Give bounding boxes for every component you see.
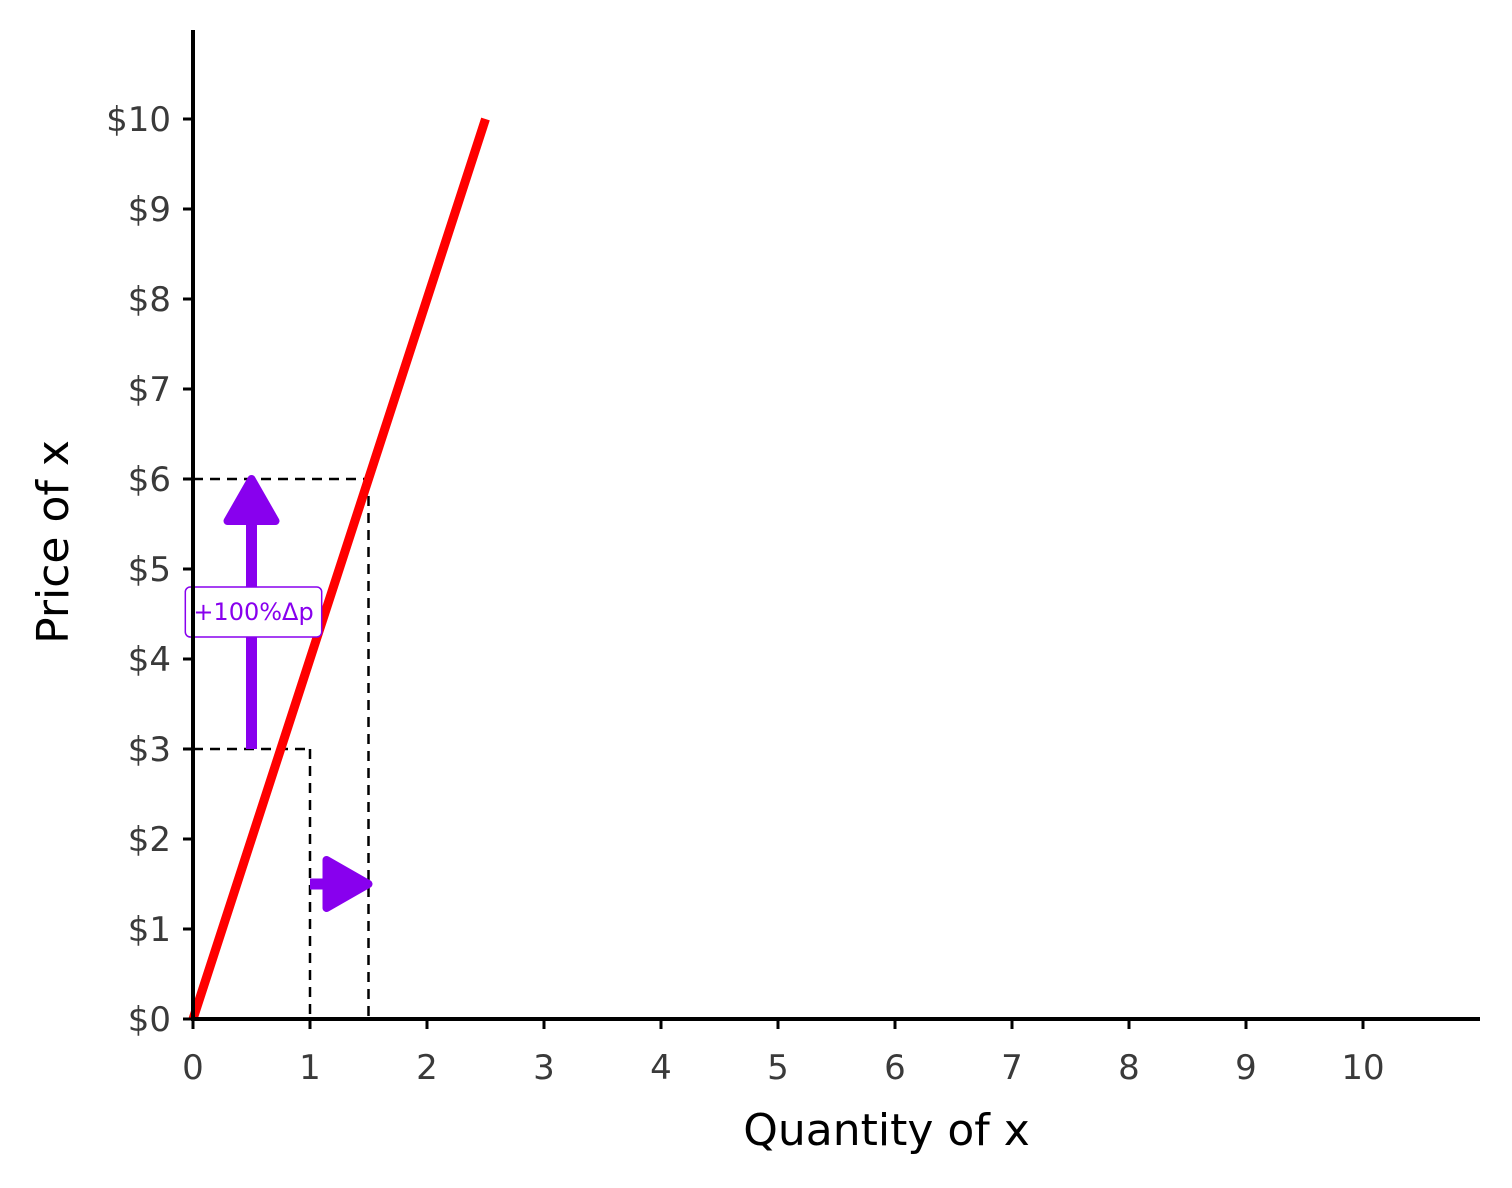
y-tick-label: $4 (128, 640, 171, 680)
x-tick-label: 2 (416, 1048, 438, 1088)
annotation-layer: +100%Δp (184, 475, 373, 912)
annotation-label-box (184, 586, 323, 638)
x-axis-title: Quantity of x (743, 1105, 1030, 1156)
series-layer (188, 117, 490, 1021)
y-axis-title: Price of x (28, 440, 79, 644)
arrow-head (223, 475, 280, 525)
x-tick-label: 1 (299, 1048, 321, 1088)
x-tick-label: 9 (1235, 1048, 1257, 1088)
y-tick-label: $8 (128, 280, 171, 320)
y-tick-label: $6 (128, 460, 171, 500)
x-tick-label: 5 (767, 1048, 789, 1088)
x-tick-label: 0 (182, 1048, 204, 1088)
axes (191, 30, 1480, 1021)
x-tick-label: 7 (1001, 1048, 1023, 1088)
x-ticks: 0 1 2 3 4 5 6 7 8 9 10 (182, 1019, 1385, 1088)
x-tick-label: 3 (533, 1048, 555, 1088)
y-tick-label: $0 (128, 1000, 171, 1040)
supply-line (188, 117, 490, 1021)
annotation-label: +100%Δp (184, 586, 323, 638)
y-tick-label: $5 (128, 550, 171, 590)
arrow (310, 856, 373, 912)
y-tick-label: $3 (128, 730, 171, 770)
x-tick-label: 4 (650, 1048, 672, 1088)
x-tick-label: 6 (884, 1048, 906, 1088)
y-tick-label: $1 (128, 910, 171, 950)
y-tick-label: $9 (128, 190, 171, 230)
y-tick-label: $2 (128, 820, 171, 860)
y-tick-label: $7 (128, 370, 171, 410)
x-tick-label: 10 (1341, 1048, 1384, 1088)
arrow-head (322, 856, 373, 912)
y-ticks: $0 $1 $2 $3 $4 $5 $6 $7 $8 $9 $10 (106, 100, 193, 1040)
x-tick-label: 8 (1118, 1048, 1140, 1088)
y-tick-label: $10 (106, 100, 171, 140)
annotation-label-text: +100%Δp (193, 598, 313, 626)
